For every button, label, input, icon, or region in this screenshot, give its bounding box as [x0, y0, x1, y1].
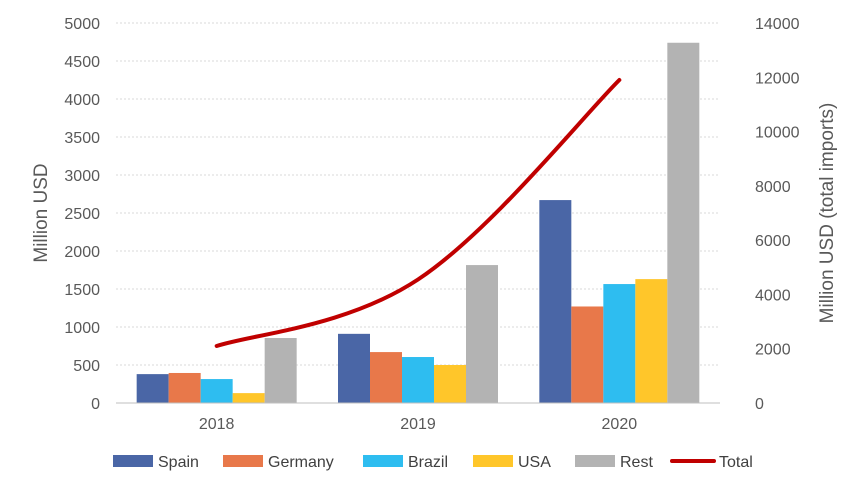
legend-label-brazil: Brazil: [408, 454, 448, 471]
legend-swatch-usa: [473, 455, 513, 467]
bar-spain-2018: [136, 374, 169, 403]
y2-tick-label: 2000: [755, 342, 791, 359]
bar-rest-2018: [264, 338, 297, 403]
x-tick-label: 2019: [400, 416, 436, 433]
bars: [136, 42, 700, 403]
y2-tick-label: 10000: [755, 125, 800, 142]
legend-label-rest: Rest: [620, 454, 653, 471]
legend-swatch-spain: [113, 455, 153, 467]
bar-spain-2020: [539, 200, 572, 403]
legend-swatch-rest: [575, 455, 615, 467]
bar-usa-2018: [232, 393, 265, 403]
bar-brazil-2020: [603, 284, 636, 403]
y-tick-label: 3000: [64, 168, 100, 185]
y-tick-label: 1000: [64, 320, 100, 337]
legend-label-spain: Spain: [158, 454, 199, 471]
axes: 0 500 1000 1500 2000 2500 3000 3500 4000 4500 5000…: [64, 16, 799, 433]
total-line: [214, 78, 622, 348]
y-axis-title: Million USD: [31, 163, 52, 262]
y2-tick-label: 0: [755, 396, 764, 413]
bar-brazil-2018: [200, 379, 233, 403]
legend-label-usa: USA: [518, 454, 551, 471]
bar-germany-2019: [370, 352, 402, 403]
y-tick-label: 1500: [64, 282, 100, 299]
y2-tick-label: 8000: [755, 179, 791, 196]
bar-usa-2020: [635, 279, 668, 403]
y-tick-label: 4500: [64, 54, 100, 71]
bar-germany-2018: [168, 372, 201, 403]
x-tick-label: 2020: [602, 416, 638, 433]
y-tick-label: 5000: [64, 16, 100, 33]
legend-label-germany: Germany: [268, 454, 334, 471]
bar-spain-2019: [338, 333, 370, 403]
y2-axis-title: Million USD (total imports): [817, 103, 838, 324]
y-tick-label: 500: [73, 358, 100, 375]
y-tick-label: 3500: [64, 130, 100, 147]
y2-tick-label: 4000: [755, 287, 791, 304]
bar-brazil-2019: [402, 357, 434, 403]
legend: Spain Germany Brazil USA Rest Total: [113, 454, 753, 471]
legend-label-total: Total: [719, 454, 753, 471]
y-tick-label: 2500: [64, 206, 100, 223]
y2-tick-label: 14000: [755, 16, 800, 33]
bar-rest-2019: [466, 265, 498, 403]
y-tick-label: 2000: [64, 244, 100, 261]
gridlines: [116, 22, 720, 366]
y-tick-label: 4000: [64, 92, 100, 109]
legend-swatch-brazil: [363, 455, 403, 467]
y-tick-label: 0: [91, 396, 100, 413]
bar-usa-2019: [434, 365, 466, 403]
bar-germany-2020: [571, 306, 604, 403]
total-line-path: [214, 78, 622, 348]
legend-swatch-germany: [223, 455, 263, 467]
y2-tick-label: 12000: [755, 70, 800, 87]
x-tick-label: 2018: [199, 416, 235, 433]
y2-tick-label: 6000: [755, 233, 791, 250]
bar-rest-2020: [667, 42, 700, 403]
